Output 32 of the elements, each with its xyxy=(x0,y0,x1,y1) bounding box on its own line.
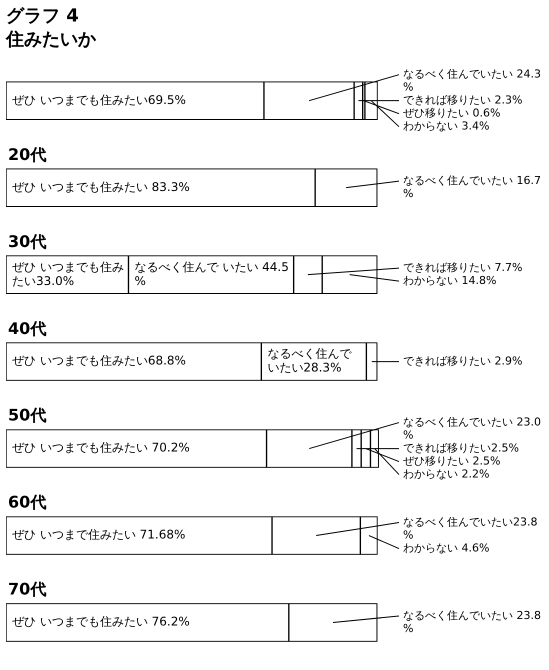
chart-subtitle: 住みたいか xyxy=(5,29,97,50)
data-label: なるべく住んでいたい 23.8% xyxy=(403,608,541,635)
data-label: できれば移りたい2.5% xyxy=(403,441,519,454)
data-label: わからない 3.4% xyxy=(403,120,490,133)
y-tick-label: 20代 xyxy=(8,144,46,164)
data-label: ぜひ いつまでも住みたい 83.3% xyxy=(12,180,190,194)
data-label: ぜひ移りたい 2.5% xyxy=(403,454,500,468)
y-tick-label: 40代 xyxy=(8,318,46,338)
data-label: できれば移りたい 7.7% xyxy=(403,260,522,274)
y-tick-label: 30代 xyxy=(8,232,46,251)
data-label: なるべく住んでいたい28.3% xyxy=(267,346,352,375)
data-label: ぜひ いつまでも住みたい69.5% xyxy=(12,92,186,107)
data-label: ぜひ いつまでも住みたい33.0% xyxy=(12,260,124,288)
data-label: わからない 2.2% xyxy=(403,467,490,480)
data-label: なるべく住んでいたい 16.7% xyxy=(403,174,541,200)
data-label: ぜひ いつまでも住みたい 70.2% xyxy=(12,440,190,455)
data-label: なるべく住んで いたい 44.5% xyxy=(134,260,289,288)
data-label: できれば移りたい 2.3% xyxy=(403,94,522,107)
data-label: なるべく住んでいたい 24.3% xyxy=(403,68,541,94)
y-tick-label: 70代 xyxy=(8,580,46,599)
data-label: ぜひ いつまで住みたい 71.68% xyxy=(12,528,186,542)
data-label: わからない 4.6% xyxy=(403,541,490,554)
data-label: できれば移りたい 2.9% xyxy=(403,354,522,368)
chart-title: グラフ 4 xyxy=(6,5,79,26)
data-label: わからない 14.8% xyxy=(403,274,496,287)
y-tick-label: 50代 xyxy=(8,406,46,425)
data-label: ぜひ いつまでも住みたい68.8% xyxy=(12,354,186,368)
y-tick-label: 60代 xyxy=(8,492,46,512)
data-label: ぜひ移りたい 0.6% xyxy=(403,106,500,120)
data-label: なるべく住んでいたい 23.0% xyxy=(403,415,541,442)
data-label: なるべく住んでいたい23.8% xyxy=(403,515,538,542)
data-label: ぜひ いつまでも住みたい 76.2% xyxy=(12,614,190,629)
